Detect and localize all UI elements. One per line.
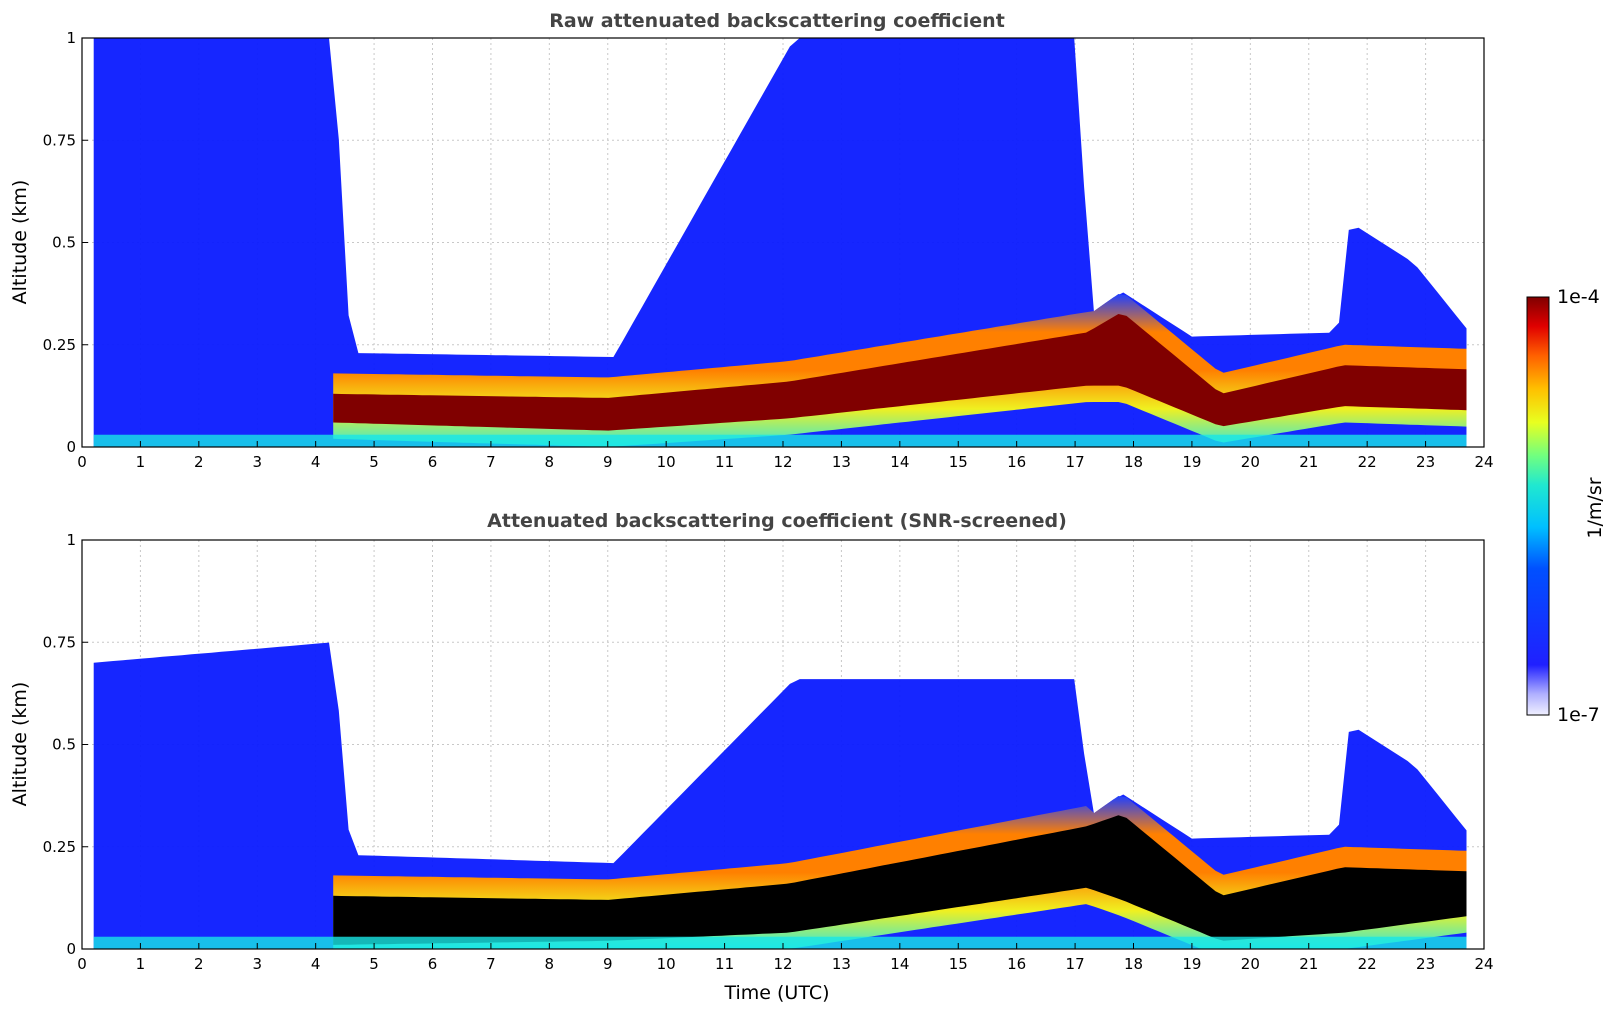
x-tick-label: 11 [715, 453, 734, 471]
x-tick-label: 1 [136, 453, 146, 471]
x-tick-label: 23 [1416, 955, 1435, 973]
x-tick-label: 7 [486, 453, 496, 471]
x-tick-label: 5 [369, 453, 379, 471]
x-tick-label: 0 [77, 955, 87, 973]
x-tick-label: 0 [77, 453, 87, 471]
panel-screened-y-label: Altitude (km) [9, 682, 31, 807]
panel-screened-heatmap [93, 642, 1467, 949]
y-tick-label: 1 [66, 531, 76, 549]
y-tick-label: 0.5 [52, 234, 76, 252]
x-tick-label: 19 [1182, 955, 1201, 973]
heatmap-core-layer [333, 314, 1467, 431]
x-tick-label: 21 [1299, 453, 1318, 471]
x-tick-label: 7 [486, 955, 496, 973]
panel-screened-y-ticks: 0 0.25 0.5 0.75 1 [43, 531, 88, 958]
x-tick-label: 16 [1007, 453, 1026, 471]
panel-raw-title: Raw attenuated backscattering coefficien… [549, 10, 1005, 32]
x-tick-label: 3 [252, 453, 262, 471]
x-tick-label: 11 [715, 955, 734, 973]
y-tick-label: 1 [66, 29, 76, 47]
y-tick-label: 0.25 [43, 838, 76, 856]
x-tick-label: 12 [773, 453, 792, 471]
x-tick-label: 13 [832, 955, 851, 973]
x-tick-label: 19 [1182, 453, 1201, 471]
x-tick-label: 6 [428, 453, 438, 471]
x-tick-label: 20 [1241, 955, 1260, 973]
x-tick-label: 22 [1358, 955, 1377, 973]
x-tick-label: 14 [890, 955, 909, 973]
colorbar-min-label: 1e-7 [1557, 704, 1600, 726]
x-tick-label: 24 [1474, 955, 1493, 973]
panel-screened: Attenuated backscattering coefficient (S… [9, 510, 1494, 1004]
y-tick-label: 0.75 [43, 131, 76, 149]
x-tick-label: 2 [194, 453, 204, 471]
colorbar: 1e-4 1e-7 1/m/sr [1526, 286, 1606, 726]
panel-screened-x-label: Time (UTC) [723, 982, 829, 1004]
x-tick-label: 17 [1066, 453, 1085, 471]
panel-raw-x-ticks: 0 1 2 3 4 5 6 7 8 9 10 11 12 13 14 15 16 17 18 19 20 21 22 23 24 [77, 441, 1494, 471]
x-tick-label: 14 [890, 453, 909, 471]
panel-raw-heatmap [93, 38, 1467, 447]
x-tick-label: 18 [1124, 955, 1143, 973]
x-tick-label: 10 [657, 453, 676, 471]
colorbar-label: 1/m/sr [1584, 477, 1606, 538]
panel-raw: Raw attenuated backscattering coefficien… [9, 10, 1494, 471]
heatmap-surface-strip [93, 434, 1467, 447]
panel-screened-title: Attenuated backscattering coefficient (S… [487, 510, 1067, 532]
x-tick-label: 20 [1241, 453, 1260, 471]
x-tick-label: 4 [311, 955, 321, 973]
x-tick-label: 8 [545, 955, 555, 973]
x-tick-label: 18 [1124, 453, 1143, 471]
x-tick-label: 17 [1066, 955, 1085, 973]
x-tick-label: 4 [311, 453, 321, 471]
x-tick-label: 10 [657, 955, 676, 973]
y-tick-label: 0.5 [52, 736, 76, 754]
x-tick-label: 9 [603, 955, 613, 973]
panel-raw-y-label: Altitude (km) [9, 180, 31, 305]
x-tick-label: 13 [832, 453, 851, 471]
x-tick-label: 6 [428, 955, 438, 973]
x-tick-label: 8 [545, 453, 555, 471]
x-tick-label: 3 [252, 955, 262, 973]
x-tick-label: 15 [949, 453, 968, 471]
x-tick-label: 2 [194, 955, 204, 973]
colorbar-gradient [1526, 296, 1550, 716]
x-tick-label: 22 [1358, 453, 1377, 471]
panel-raw-y-ticks: 0 0.25 0.5 0.75 1 [43, 29, 88, 456]
panel-screened-x-ticks: 0 1 2 3 4 5 6 7 8 9 10 11 12 13 14 15 16 17 18 19 20 21 22 23 24 [77, 943, 1494, 973]
heatmap-surface-strip [93, 936, 1467, 949]
y-tick-label: 0 [66, 940, 76, 958]
x-tick-label: 21 [1299, 955, 1318, 973]
x-tick-label: 9 [603, 453, 613, 471]
x-tick-label: 24 [1474, 453, 1493, 471]
y-tick-label: 0.25 [43, 336, 76, 354]
colorbar-max-label: 1e-4 [1557, 286, 1600, 308]
x-tick-label: 15 [949, 955, 968, 973]
heatmap-core-layer [333, 815, 1467, 945]
x-tick-label: 1 [136, 955, 146, 973]
x-tick-label: 23 [1416, 453, 1435, 471]
x-tick-label: 12 [773, 955, 792, 973]
y-tick-label: 0.75 [43, 633, 76, 651]
x-tick-label: 16 [1007, 955, 1026, 973]
y-tick-label: 0 [66, 438, 76, 456]
x-tick-label: 5 [369, 955, 379, 973]
